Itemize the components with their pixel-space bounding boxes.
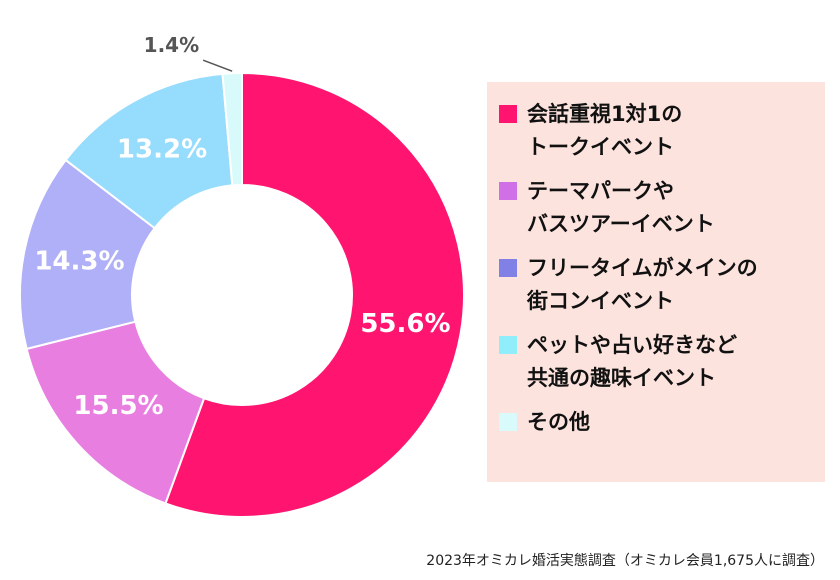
legend-swatch [499, 105, 517, 123]
slice-leader-line [202, 59, 233, 72]
legend-swatch [499, 182, 517, 200]
donut-slice [19, 158, 157, 351]
legend-swatch [499, 259, 517, 277]
legend-label: フリータイムがメインの 街コンイベント [527, 256, 758, 313]
donut-slice [221, 71, 243, 187]
legend-item: テーマパークや バスツアーイベント [499, 175, 825, 241]
slice-value-label: 14.3% [34, 246, 124, 276]
legend-item: フリータイムがメインの 街コンイベント [499, 252, 825, 318]
legend-label: その他 [527, 410, 590, 434]
donut-slice [164, 71, 465, 518]
donut-slice [25, 320, 206, 505]
donut-slices [19, 71, 465, 518]
slice-labels: 55.6% 15.5% 14.3% 13.2% 1.4% [34, 33, 450, 421]
legend-item: 会話重視1対1の トークイベント [499, 98, 825, 164]
legend: 会話重視1対1の トークイベント テーマパークや バスツアーイベント フリータイ… [487, 82, 825, 482]
legend-item: その他 [499, 406, 825, 439]
legend-label: 会話重視1対1の トークイベント [527, 102, 683, 159]
source-note: 2023年オミカレ婚活実態調査（オミカレ会員1,675人に調査） [426, 553, 824, 569]
slice-value-label: 15.5% [73, 391, 163, 421]
legend-label: テーマパークや バスツアーイベント [527, 179, 715, 236]
slice-value-label: 1.4% [144, 33, 199, 57]
slice-value-label: 13.2% [117, 135, 207, 165]
slice-value-label: 55.6% [360, 309, 450, 339]
legend-label: ペットや占い好きなど 共通の趣味イベント [527, 333, 737, 390]
legend-swatch [499, 413, 517, 431]
legend-swatch [499, 336, 517, 354]
legend-item: ペットや占い好きなど 共通の趣味イベント [499, 329, 825, 395]
